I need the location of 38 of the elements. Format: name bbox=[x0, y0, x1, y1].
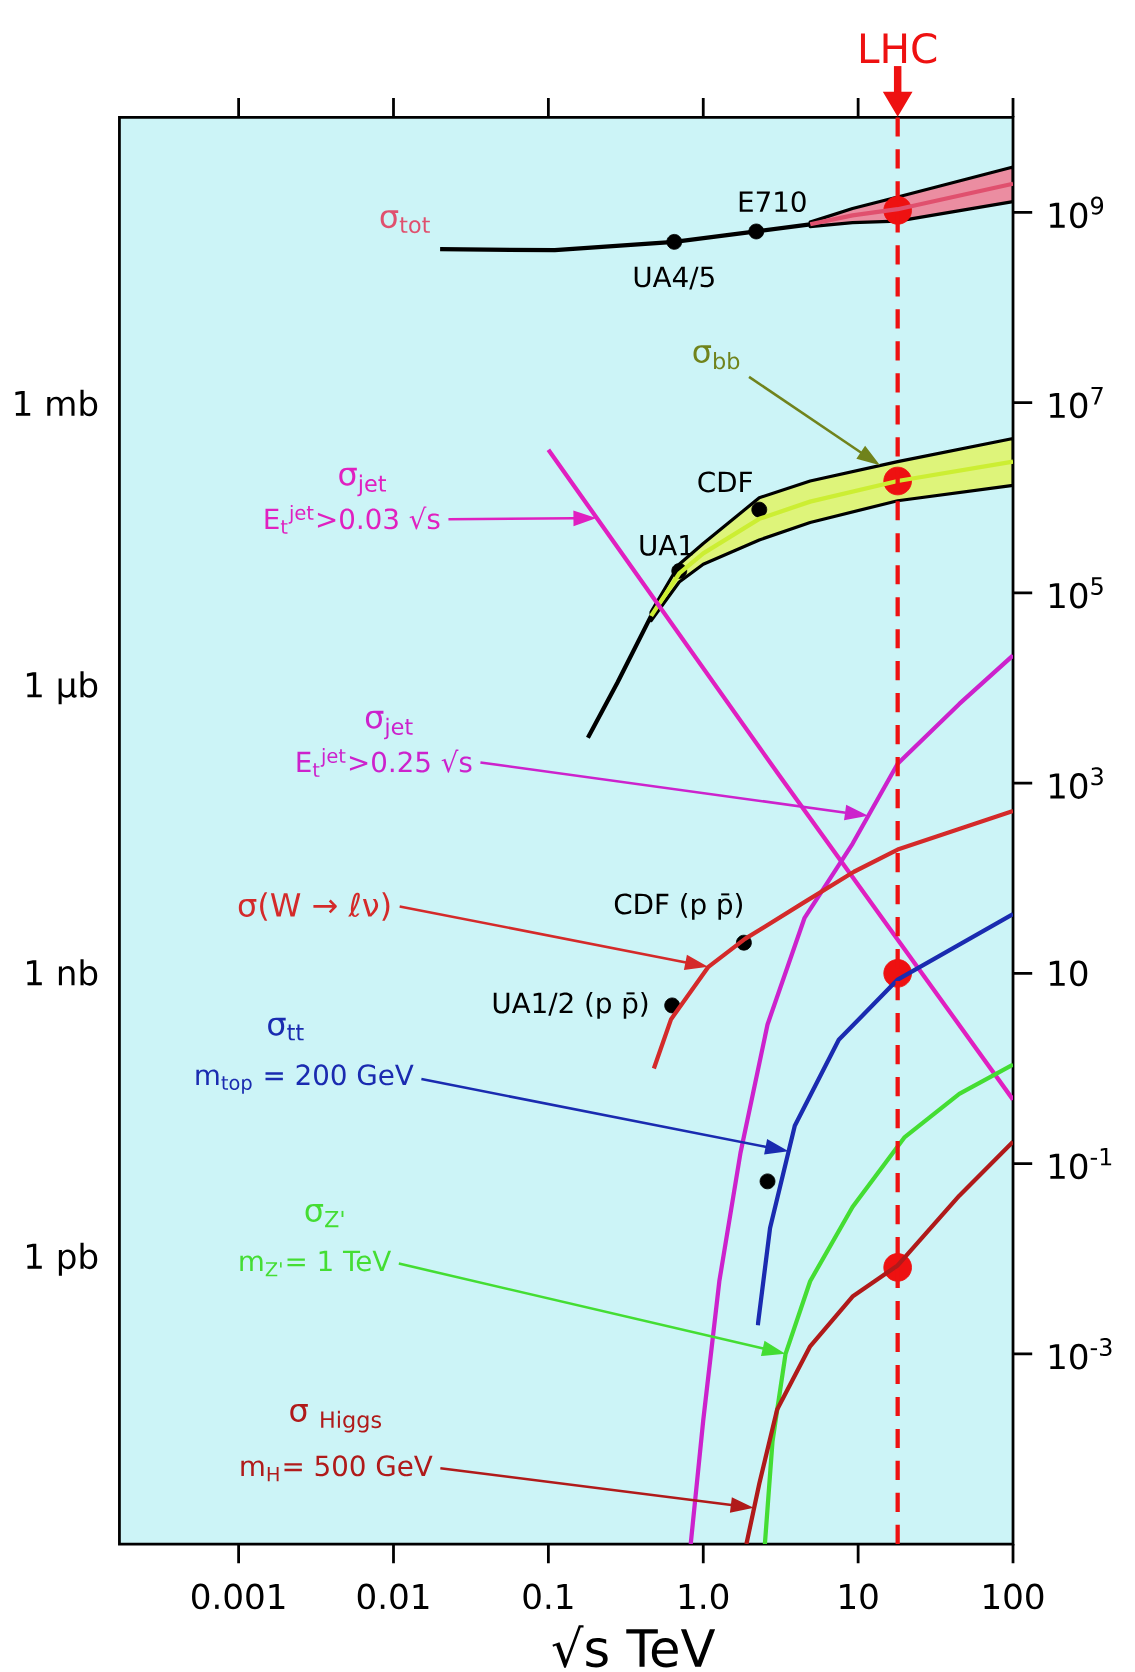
y-tick-label: 10 bbox=[1050, 960, 1088, 987]
annotation: m$_{top}$ = 200 GeV bbox=[196, 1064, 414, 1094]
annotation: UA4/5 bbox=[634, 266, 715, 290]
y-tick-label: 10$^{5}$ bbox=[1050, 577, 1103, 609]
annotation: E710 bbox=[739, 191, 806, 213]
text: 1 μb bbox=[27, 671, 98, 705]
y-tick-label: 10$^{3}$ bbox=[1050, 767, 1104, 799]
x-tick-label: 0.001 bbox=[192, 1583, 285, 1610]
text: σ $_{Higgs}$ bbox=[290, 1403, 382, 1433]
text: 1 nb bbox=[27, 959, 98, 986]
annotation: m$_{H}$= 500 GeV bbox=[241, 1455, 433, 1482]
text: σ$_{tt}$ bbox=[268, 1017, 304, 1041]
text: σ$_{tot}$ bbox=[380, 210, 431, 234]
annotation: UA1 bbox=[640, 535, 693, 556]
text: σ(W → ℓν) bbox=[239, 892, 390, 921]
annotation: E$_{t}$$^{jet}$>0.25 √s bbox=[297, 748, 472, 777]
text: σ$_{jet}$ bbox=[366, 710, 413, 740]
x-tick-label: 0.1 bbox=[523, 1583, 573, 1610]
x-tick-label: 1.0 bbox=[680, 1583, 729, 1610]
y-tick-label: 10$^{7}$ bbox=[1050, 386, 1103, 419]
y-tick-label: 10$^{-3}$ bbox=[1050, 1338, 1112, 1370]
annotation: E$_{t}$$^{jet}$>0.03 √s bbox=[265, 504, 440, 534]
text: 1 mb bbox=[15, 389, 98, 417]
x-axis-title: √s TeV bbox=[552, 1625, 716, 1668]
y-tick-label: 10$^{9}$ bbox=[1050, 196, 1104, 229]
text: σ$_{bb}$ bbox=[693, 345, 740, 370]
x-tick-label: 0.01 bbox=[357, 1583, 429, 1610]
annotation: UA1/2 (p p̄) bbox=[494, 992, 648, 1019]
text: σ$_{jet}$ bbox=[339, 467, 387, 497]
text: 1 pb bbox=[27, 1242, 98, 1276]
text: σ$_{Z'}$ bbox=[305, 1203, 344, 1228]
ref-line-label: LHC bbox=[861, 32, 937, 64]
annotation: m$_{Z'}$= 1 TeV bbox=[240, 1250, 392, 1277]
y-tick-label: 10$^{-1}$ bbox=[1050, 1147, 1112, 1180]
annotation: CDF (p p̄) bbox=[615, 893, 743, 920]
annotation: CDF bbox=[698, 471, 753, 493]
x-tick-label: 10 bbox=[840, 1583, 878, 1610]
x-tick-label: 100 bbox=[984, 1583, 1044, 1610]
